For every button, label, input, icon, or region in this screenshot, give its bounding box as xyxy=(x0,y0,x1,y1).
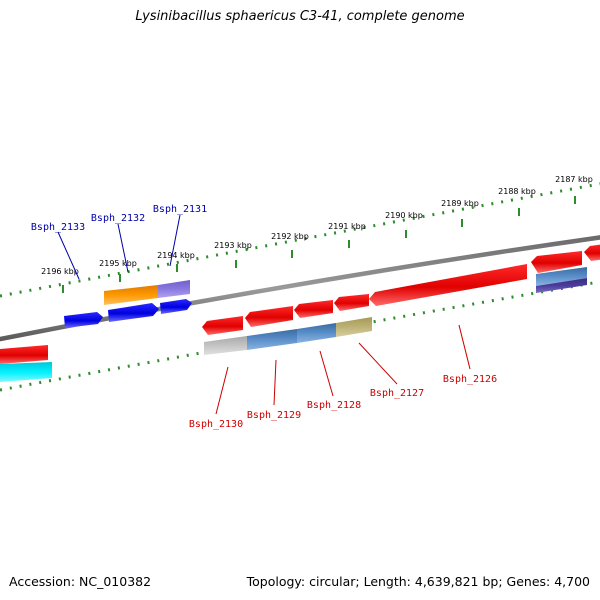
gene-arrow[interactable] xyxy=(0,345,48,364)
leader-line xyxy=(117,223,129,273)
tick-label: 2196 kbp xyxy=(41,267,79,276)
leaders-top xyxy=(57,214,181,280)
genome-backbone xyxy=(0,235,600,342)
gene-block-bsph-2129[interactable] xyxy=(247,329,297,350)
tick-label: 2190 kbp xyxy=(385,211,423,220)
gene-block-bsph-2127[interactable] xyxy=(336,317,372,337)
tick-label: 2187 kbp xyxy=(555,175,593,184)
leader-line xyxy=(215,366,229,415)
tick-label: 2193 kbp xyxy=(214,241,252,250)
gene-arrow-bsph-2126[interactable] xyxy=(369,264,527,306)
gene-arrow[interactable] xyxy=(334,294,369,311)
features-bottom xyxy=(0,244,600,364)
tick-label: 2188 kbp xyxy=(498,187,536,196)
tick-label: 2189 kbp xyxy=(441,199,479,208)
gene-arrow[interactable] xyxy=(294,300,333,318)
leader-line xyxy=(458,324,471,370)
gene-arrow[interactable] xyxy=(160,299,192,314)
gene-labels-top: Bsph_2133 Bsph_2132 Bsph_2131 xyxy=(31,204,207,233)
tick-label: 2194 kbp xyxy=(157,251,195,260)
gene-block[interactable] xyxy=(0,362,52,382)
tick-label: 2191 kbp xyxy=(328,222,366,231)
genome-summary-text: Topology: circular; Length: 4,639,821 bp… xyxy=(246,574,590,589)
tick-label: 2192 kbp xyxy=(271,232,309,241)
gene-arrow[interactable] xyxy=(64,312,103,328)
gene-arrow[interactable] xyxy=(108,303,159,322)
accession-text: Accession: NC_010382 xyxy=(9,574,152,589)
leader-line xyxy=(57,231,80,280)
leader-line xyxy=(319,350,334,397)
gene-label[interactable]: Bsph_2132 xyxy=(91,213,145,224)
gene-block-bsph-2132[interactable] xyxy=(104,285,158,305)
gene-arrow[interactable] xyxy=(584,244,600,261)
leader-line xyxy=(358,342,398,385)
map-title: Lysinibacillus sphaericus C3-41, complet… xyxy=(135,9,465,24)
tick-label: 2195 kbp xyxy=(99,259,137,268)
gene-label[interactable]: Bsph_2127 xyxy=(370,388,424,399)
features-top xyxy=(0,267,587,382)
gene-arrow[interactable] xyxy=(202,316,243,335)
gene-label[interactable]: Bsph_2126 xyxy=(443,374,497,385)
gene-label[interactable]: Bsph_2128 xyxy=(307,400,361,411)
gene-arrow[interactable] xyxy=(245,306,293,327)
gene-label[interactable]: Bsph_2131 xyxy=(153,204,207,215)
leader-line xyxy=(273,359,277,406)
leaders-bottom xyxy=(215,324,471,415)
gene-labels-bottom: Bsph_2130 Bsph_2129 Bsph_2128 Bsph_2127 … xyxy=(189,374,497,430)
gene-label[interactable]: Bsph_2133 xyxy=(31,222,85,233)
gene-block-bsph-2128[interactable] xyxy=(297,323,336,343)
gene-block[interactable] xyxy=(536,278,587,293)
gene-arrow[interactable] xyxy=(531,251,582,273)
gene-label[interactable]: Bsph_2130 xyxy=(189,419,243,430)
gene-block-bsph-2130[interactable] xyxy=(204,336,247,355)
scale-bottom-group: 2193 kbp 2192 kbp 2191 kbp 2190 kbp 2189… xyxy=(214,175,593,268)
gene-label[interactable]: Bsph_2129 xyxy=(247,410,301,421)
gene-block[interactable] xyxy=(536,267,587,286)
scale-top-group: 2196 kbp 2195 kbp 2194 kbp xyxy=(41,251,195,293)
leader-line xyxy=(169,214,181,267)
gene-block-bsph-2131[interactable] xyxy=(158,280,190,298)
